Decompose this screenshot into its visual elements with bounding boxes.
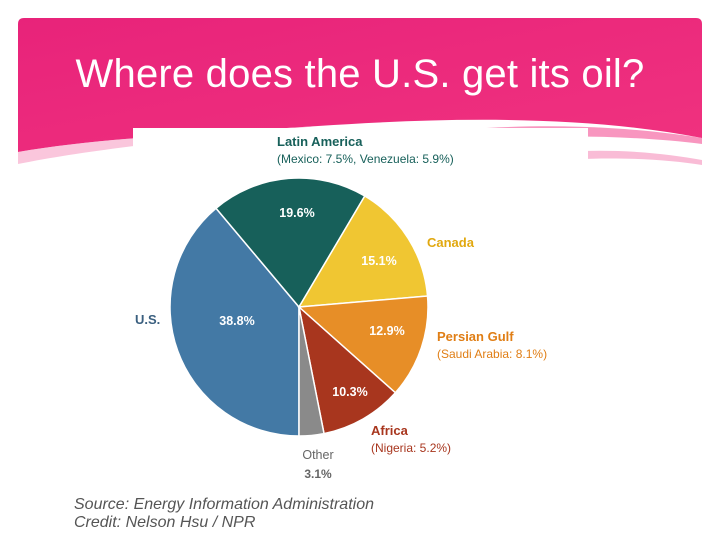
slice-label-u-s: U.S. [135, 312, 160, 327]
slice-value-persian-gulf: 12.9% [369, 324, 404, 338]
source-block: Source: Energy Information Administratio… [74, 496, 534, 532]
slice-value-u-s: 38.8% [219, 314, 254, 328]
slice-sublabel-africa: (Nigeria: 5.2%) [371, 441, 451, 455]
slice-value-canada: 15.1% [361, 254, 396, 268]
pie-slice-other [298, 306, 325, 437]
slice-sublabel-latin-america: (Mexico: 7.5%, Venezuela: 5.9%) [277, 152, 454, 166]
credit-text: Credit: Nelson Hsu / NPR [74, 514, 256, 531]
slice-label-africa: Africa [371, 423, 409, 438]
source-text: Source: Energy Information Administratio… [74, 496, 374, 513]
pie-slice-persian-gulf [297, 295, 429, 394]
pie-slice-latin-america [214, 177, 366, 309]
slice-value-latin-america: 19.6% [279, 206, 314, 220]
slide-title: Where does the U.S. get its oil? [75, 52, 645, 96]
pie-chart: 38.8% U.S. 19.6% Latin America (Mexico: 7.5%… [135, 134, 547, 481]
chart-panel: 38.8% U.S. 19.6% Latin America (Mexico: 7.5%… [133, 128, 588, 490]
slice-label-canada: Canada [427, 235, 475, 250]
pie-slice-africa [297, 304, 397, 435]
slice-sublabel-persian-gulf: (Saudi Arabia: 8.1%) [437, 347, 547, 361]
pie-slice-u-s [169, 207, 300, 437]
slice-value-africa: 10.3% [332, 385, 367, 399]
slice-label-other: Other [302, 448, 333, 462]
slice-value-other: 3.1% [304, 467, 332, 481]
pie-slice-canada [297, 195, 429, 308]
slice-label-persian-gulf: Persian Gulf [437, 329, 514, 344]
slice-label-latin-america: Latin America [277, 134, 363, 149]
